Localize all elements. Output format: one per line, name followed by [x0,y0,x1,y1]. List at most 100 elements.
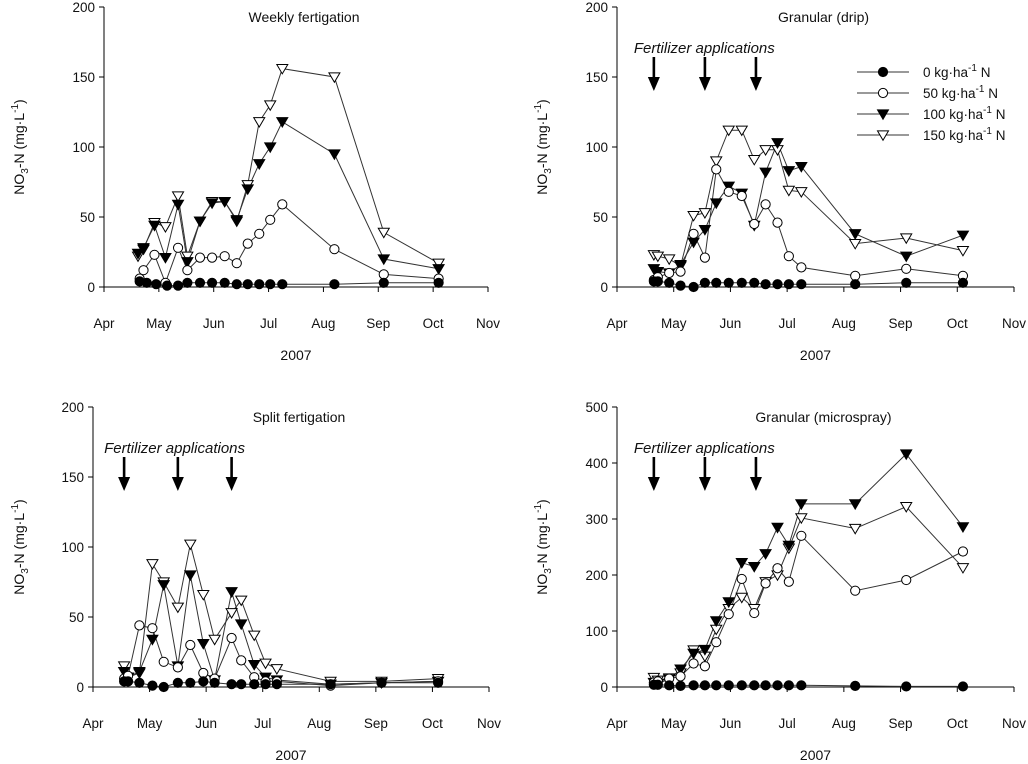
x-tick-label: Nov [1002,716,1026,731]
data-point-open-triangle [782,185,796,197]
legend-label: 150 kg·ha-1 N [923,126,1005,143]
y-tick-label: 50 [80,210,95,225]
data-point-open-triangle [225,608,238,620]
annotation-text: Fertilizer applications [104,440,245,457]
chart-panel-2: 0 50 100 150 200 Apr May Jun Jul Aug Sep Oct Nov Gran… [533,0,1026,363]
data-point-filled-circle [158,681,169,693]
data-point-open-circle [138,265,149,276]
series-line-open-circle [653,534,964,683]
x-tick-label: Nov [1002,316,1026,331]
y-tick-label: 500 [585,400,608,415]
data-point-open-circle [699,661,711,672]
y-tick-label: 150 [585,70,608,85]
x-tick-label: Jul [779,716,796,731]
data-point-filled-triangle [794,161,808,173]
data-point-open-triangle [687,210,700,222]
data-point-filled-triangle [794,499,808,511]
data-point-filled-triangle [709,198,723,210]
data-point-open-circle [749,218,760,230]
x-axis-label: 2007 [800,347,831,363]
data-point-open-circle [901,574,912,586]
x-tick-label: Oct [947,316,968,331]
data-point-filled-circle [231,279,242,290]
data-point-open-triangle [159,222,172,234]
data-point-filled-circle [329,279,340,290]
x-tick-label: Aug [311,316,335,331]
data-point-filled-triangle [759,167,772,179]
x-tick-label: Jun [203,316,225,331]
x-tick-label: Oct [423,316,444,331]
data-point-filled-circle [783,279,794,290]
chart-title: Split fertigation [253,409,346,425]
x-tick-label: May [146,316,172,331]
data-point-filled-circle [172,677,183,688]
data-point-filled-circle [236,679,247,690]
data-point-open-circle [265,214,276,225]
x-tick-label: May [137,716,163,731]
x-tick-label: Apr [606,316,628,331]
x-tick-label: May [661,716,687,731]
fertilizer-arrow-2 [171,457,184,491]
data-point-filled-triangle [275,117,289,129]
data-point-filled-circle [699,277,711,288]
data-point-filled-triangle [432,264,446,276]
x-tick-label: Oct [422,716,443,731]
x-tick-label: Jul [779,316,796,331]
data-point-filled-circle [736,680,747,691]
data-point-filled-circle [226,679,237,690]
data-point-filled-circle [265,279,276,290]
data-point-filled-circle [277,279,288,290]
data-point-open-circle [206,252,218,263]
chart-panel-1: 0 50 100 150 200 Apr May Jun Jul Aug Sep Oct Nov Week… [10,0,500,363]
fertilizer-arrow-1 [647,457,660,491]
x-tick-label: Nov [476,316,500,331]
legend-marker [877,87,889,99]
x-tick-label: Aug [832,716,856,731]
data-point-open-triangle [709,156,723,168]
data-point-filled-triangle [709,616,723,628]
data-point-open-triangle [171,602,185,614]
y-tick-label: 100 [61,540,84,555]
data-point-filled-circle [325,679,336,690]
data-point-filled-triangle [722,597,736,609]
data-point-filled-triangle [241,184,255,196]
data-point-open-triangle [735,125,749,137]
data-point-open-triangle [259,658,272,670]
data-point-open-circle [772,563,783,574]
data-point-filled-circle [772,680,783,691]
data-point-open-triangle [247,630,261,642]
data-point-open-circle [796,262,807,273]
data-point-filled-circle [699,680,711,691]
data-point-open-circle [723,609,734,620]
data-point-filled-triangle [956,522,970,534]
data-point-open-circle [749,607,760,619]
data-point-open-circle [277,199,288,210]
data-point-filled-circle [957,681,969,692]
x-axis-label: 2007 [800,747,831,763]
data-point-filled-triangle [759,549,772,560]
data-point-filled-circle [675,280,686,291]
data-point-open-circle [172,242,184,253]
legend-label: 100 kg·ha-1 N [923,105,1005,122]
data-point-open-triangle [956,563,970,574]
data-point-open-circle [231,258,242,269]
data-point-open-triangle [651,251,665,263]
data-point-filled-circle [664,680,675,691]
data-point-open-circle [134,620,145,631]
data-point-filled-circle [688,281,699,293]
data-point-filled-triangle [131,248,145,260]
data-point-open-triangle [432,258,446,270]
data-point-open-circle [957,546,969,557]
chart-panel-3: 0 50 100 150 200 Apr May Jun Jul Aug Sep Oct Nov Spli… [10,400,501,763]
data-point-open-triangle [899,502,913,513]
data-point-open-triangle [899,233,913,245]
data-point-open-circle [147,623,158,634]
fertilizer-arrow-1 [647,57,660,91]
data-point-open-circle [236,655,247,666]
data-point-filled-circle [206,277,218,288]
data-point-filled-triangle [171,199,185,211]
data-point-filled-triangle [377,254,391,266]
chart-title: Weekly fertigation [248,9,359,25]
legend-item: 50 kg·ha-1 N [857,84,998,101]
